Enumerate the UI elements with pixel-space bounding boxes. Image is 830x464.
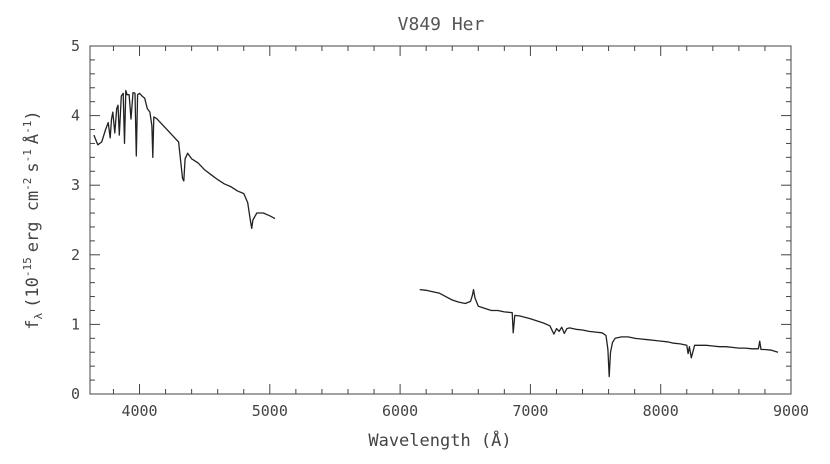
y-axis-label: fλ(10-15erg cm-2s-1Å-1) bbox=[21, 110, 45, 329]
chart-title: V849 Her bbox=[398, 14, 485, 35]
x-tick-label: 8000 bbox=[643, 402, 679, 420]
spectrum-line-2 bbox=[419, 288, 779, 378]
y-tick-label: 0 bbox=[71, 385, 80, 403]
x-axis-label: Wavelength (Å) bbox=[368, 429, 511, 451]
y-tick-label: 3 bbox=[71, 176, 80, 194]
y-tick-label: 2 bbox=[71, 246, 80, 264]
plot-frame bbox=[89, 45, 792, 395]
y-tick-label: 5 bbox=[71, 37, 80, 55]
spectrum-line-1 bbox=[93, 89, 276, 230]
x-tick-label: 9000 bbox=[773, 402, 809, 420]
x-tick-label: 6000 bbox=[382, 402, 418, 420]
spectrum-lines bbox=[93, 89, 779, 378]
y-tick-label: 4 bbox=[71, 107, 80, 125]
axis-ticks: 4000 5000 6000 7000 8000 9000 0 1 2 3 4 5 bbox=[71, 37, 809, 420]
y-tick-label: 1 bbox=[71, 315, 80, 333]
x-tick-label: 5000 bbox=[252, 402, 288, 420]
x-tick-label: 4000 bbox=[121, 402, 157, 420]
x-tick-label: 7000 bbox=[512, 402, 548, 420]
